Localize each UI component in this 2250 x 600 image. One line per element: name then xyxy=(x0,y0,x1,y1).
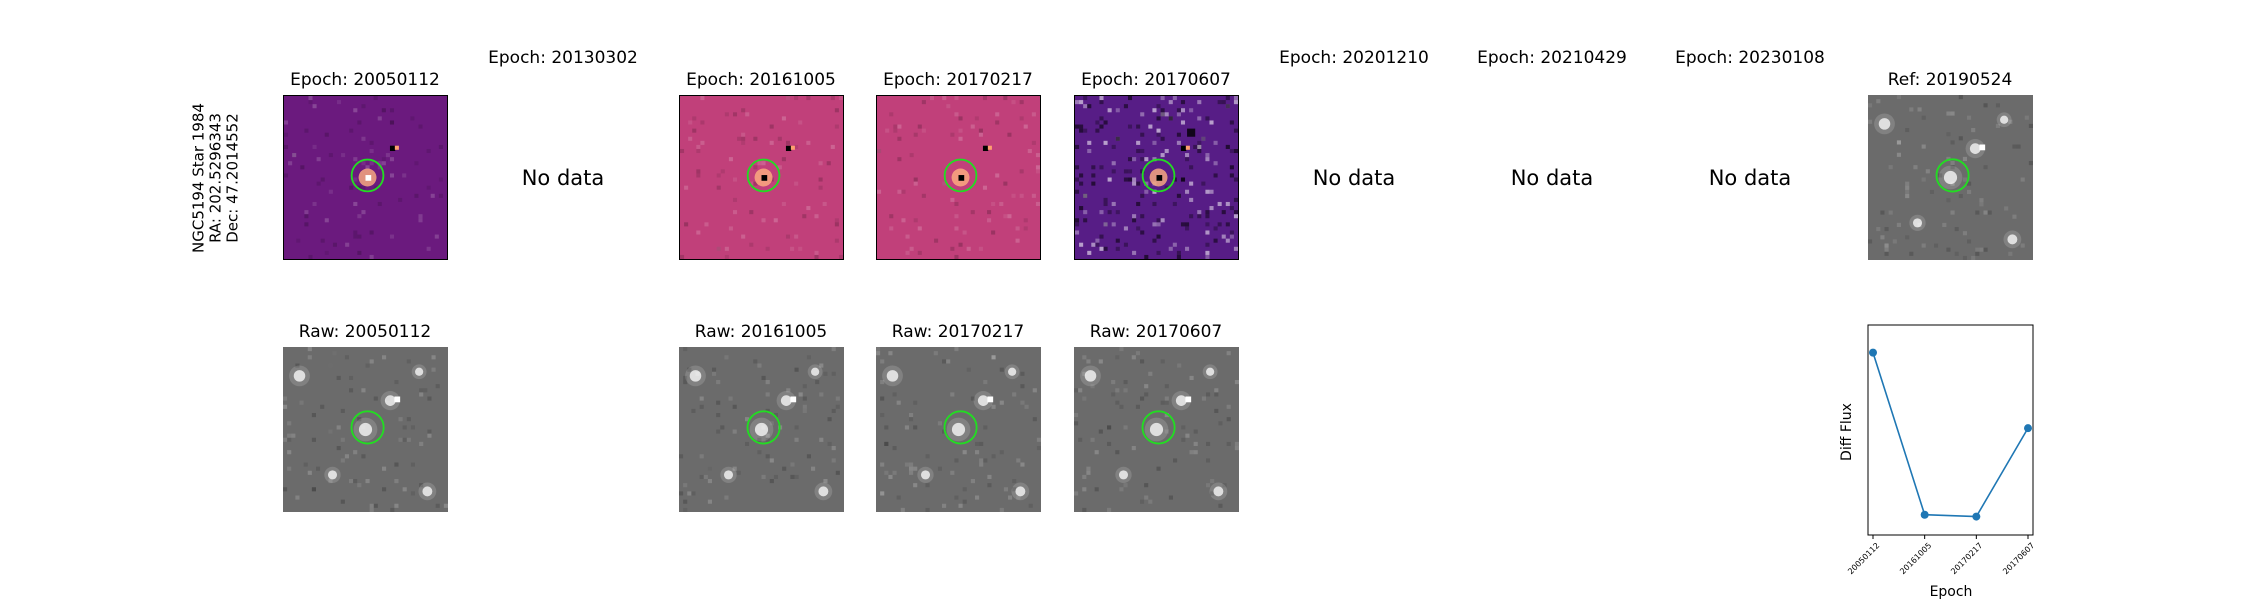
cutout-image xyxy=(1867,95,2033,260)
cutout-image xyxy=(875,347,1041,512)
cutout-image xyxy=(678,347,844,512)
diff-column-title: Epoch: 20161005 xyxy=(686,70,836,90)
object-ra: RA: 202.5296343 xyxy=(206,113,225,243)
raw-column-title: Raw: 20170607 xyxy=(1089,322,1223,342)
cutout-image xyxy=(1074,96,1238,259)
flux-chart-frame xyxy=(1867,324,2034,536)
cutout-image xyxy=(1073,347,1239,512)
flux-point xyxy=(2024,424,2032,433)
flux-point xyxy=(1972,512,1981,521)
cutout-image xyxy=(282,347,448,512)
object-name: NGC5194 Star 1984 xyxy=(189,103,208,253)
difference-image-panel xyxy=(1073,95,1239,260)
raw-column-title: Raw: 20170217 xyxy=(891,322,1025,342)
cutout-image xyxy=(679,96,843,259)
flux-x-tick-label: 20170217 xyxy=(1949,541,1985,577)
raw-image-panel xyxy=(875,347,1041,512)
cutout-image xyxy=(876,96,1040,259)
diff-column-title: Epoch: 20230108 xyxy=(1675,48,1825,68)
cutout-image xyxy=(283,96,447,259)
flux-point xyxy=(1920,510,1929,519)
diff-column-title: Epoch: 20050112 xyxy=(290,70,440,90)
diff-column-title: Epoch: 20130302 xyxy=(488,48,638,68)
difference-image-panel xyxy=(678,95,844,260)
diff-column-title: Epoch: 20170607 xyxy=(1081,70,1231,90)
diff-column-title: Epoch: 20170217 xyxy=(883,70,1033,90)
object-dec: Dec: 47.2014552 xyxy=(223,113,242,243)
difference-image-panel xyxy=(282,95,448,260)
difference-image-panel xyxy=(875,95,1041,260)
object-label: NGC5194 Star 1984 RA: 202.5296343 Dec: 4… xyxy=(189,98,242,258)
no-data-label: No data xyxy=(521,165,605,190)
no-data-label: No data xyxy=(1510,165,1594,190)
raw-image-panel xyxy=(282,347,448,512)
diff-column-title: Epoch: 20201210 xyxy=(1279,48,1429,68)
flux-series-line xyxy=(1872,352,2029,518)
flux-point xyxy=(1869,348,1877,357)
flux-y-axis-label: Diff Flux xyxy=(1839,403,1855,461)
flux-x-tick-label: 20170607 xyxy=(2001,541,2037,577)
reference-image-panel xyxy=(1867,95,2033,260)
diff-column-title: Ref: 20190524 xyxy=(1887,70,2013,90)
flux-x-tick-label: 20161005 xyxy=(1897,541,1934,577)
no-data-label: No data xyxy=(1312,165,1396,190)
diff-column-title: Epoch: 20210429 xyxy=(1477,48,1627,68)
no-data-label: No data xyxy=(1708,165,1792,190)
flux-x-axis-label: Epoch xyxy=(1929,584,1973,600)
raw-image-panel xyxy=(1073,347,1239,512)
raw-column-title: Raw: 20050112 xyxy=(298,322,432,342)
raw-column-title: Raw: 20161005 xyxy=(694,322,828,342)
flux-x-tick-label: 20050112 xyxy=(1846,541,1882,577)
raw-image-panel xyxy=(678,347,844,512)
